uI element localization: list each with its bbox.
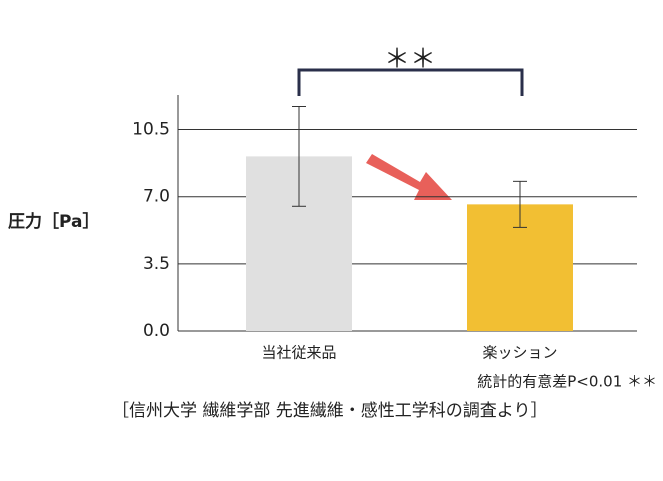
y-tick-label: 3.5 — [143, 254, 170, 274]
y-axis-label: 圧力［Pa］ — [8, 211, 99, 232]
y-tick-label: 7.0 — [143, 187, 170, 207]
x-tick-label: 楽ッション — [482, 344, 557, 362]
significance-bracket — [297, 68, 524, 96]
x-tick-label: 当社従来品 — [261, 344, 336, 362]
source: ［信州大学 繊維学部 先進繊維・感性工学科の調査より］ — [112, 401, 547, 421]
y-tick-label: 10.5 — [132, 120, 170, 140]
note: 統計的有意差P<0.01 ＊＊ — [477, 373, 657, 391]
arrow — [366, 154, 452, 200]
y-tick-label: 0.0 — [143, 321, 170, 341]
